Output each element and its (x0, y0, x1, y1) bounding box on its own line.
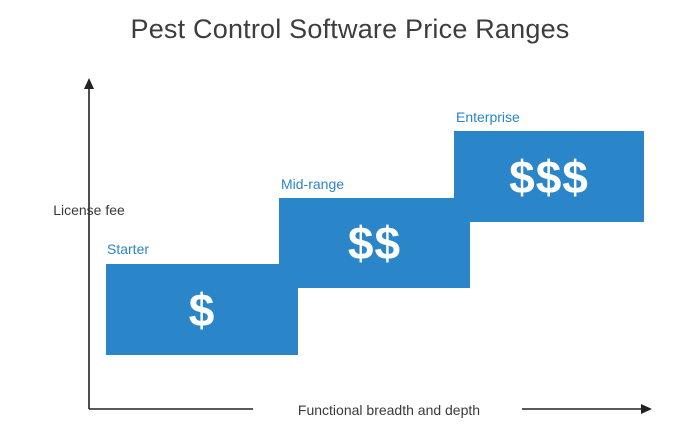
x-axis-label: Functional breadth and depth (297, 402, 481, 418)
tier-box-mid-range: $$ (279, 198, 470, 288)
y-axis-arrowhead (84, 78, 94, 89)
tier-label-starter: Starter (107, 241, 150, 257)
tier-symbol-enterprise: $$$ (509, 150, 589, 203)
x-axis-arrowhead (641, 404, 652, 414)
tier-symbol-starter: $ (188, 283, 216, 336)
tier-label-mid-range: Mid-range (281, 176, 345, 192)
y-axis-label: License fee (53, 202, 125, 218)
tier-box-starter: $ (106, 264, 298, 355)
diagram-title: Pest Control Software Price Ranges (130, 14, 570, 44)
tier-label-enterprise: Enterprise (456, 109, 520, 125)
tier-symbol-mid-range: $$ (347, 217, 402, 269)
tier-box-enterprise: $$$ (454, 131, 644, 222)
